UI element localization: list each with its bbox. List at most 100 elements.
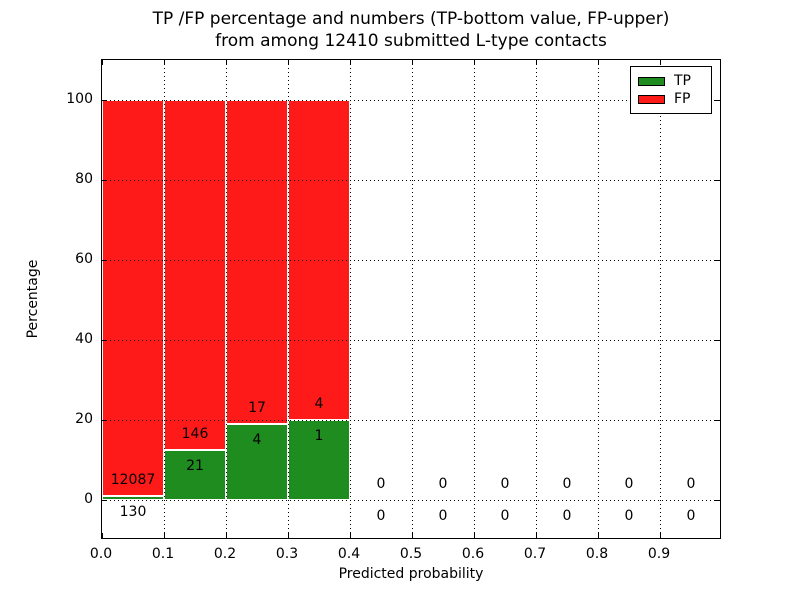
legend-label-tp: TP bbox=[674, 72, 691, 89]
y-gridline bbox=[102, 179, 720, 181]
x-tick-label: 0.2 bbox=[213, 546, 237, 562]
tp-count-label: 0 bbox=[562, 508, 572, 524]
y-tick-left bbox=[102, 340, 107, 341]
fp-count-label: 12087 bbox=[110, 471, 156, 488]
x-tick-top bbox=[288, 60, 289, 65]
y-gridline bbox=[102, 499, 720, 501]
x-gridline bbox=[659, 60, 661, 538]
fp-count-label: 0 bbox=[624, 476, 634, 492]
x-tick-label: 0.5 bbox=[399, 546, 423, 562]
x-tick-top bbox=[164, 60, 165, 65]
tp-count-label: 4 bbox=[252, 431, 262, 448]
fp-count-label: 0 bbox=[500, 476, 510, 492]
tp-count-label: 0 bbox=[500, 508, 510, 524]
x-tick-top bbox=[536, 60, 537, 65]
fp-count-label: 0 bbox=[438, 476, 448, 492]
x-tick-label: 0.9 bbox=[647, 546, 671, 562]
x-gridline bbox=[225, 60, 227, 538]
fp-count-label: 0 bbox=[562, 476, 572, 492]
y-tick-label: 20 bbox=[75, 411, 93, 427]
x-gridline bbox=[411, 60, 413, 538]
legend-item-fp: FP bbox=[638, 91, 704, 108]
x-tick-bottom bbox=[598, 533, 599, 538]
x-tick-top bbox=[226, 60, 227, 65]
x-tick-label: 0.4 bbox=[337, 546, 361, 562]
x-tick-bottom bbox=[474, 533, 475, 538]
y-tick-right bbox=[715, 180, 720, 181]
tp-count-label: 0 bbox=[624, 508, 634, 524]
tp-count-label: 130 bbox=[119, 503, 147, 520]
x-tick-label: 0.0 bbox=[89, 546, 113, 562]
tp-bar bbox=[226, 423, 288, 500]
y-tick-label: 40 bbox=[75, 331, 93, 347]
x-tick-bottom bbox=[412, 533, 413, 538]
x-tick-bottom bbox=[660, 533, 661, 538]
tp-bar bbox=[164, 449, 226, 500]
x-tick-label: 0.7 bbox=[523, 546, 547, 562]
tp-color-swatch bbox=[638, 76, 665, 86]
tp-count-label: 21 bbox=[186, 457, 204, 474]
chart-title: TP /FP percentage and numbers (TP-bottom… bbox=[101, 8, 721, 52]
x-tick-label: 0.1 bbox=[151, 546, 175, 562]
x-tick-bottom bbox=[102, 533, 103, 538]
fp-count-label: 0 bbox=[376, 476, 386, 492]
y-tick-right bbox=[715, 500, 720, 501]
tp-count-label: 0 bbox=[438, 508, 448, 524]
fp-bar bbox=[164, 100, 226, 450]
tp-count-label: 1 bbox=[314, 428, 324, 444]
x-tick-top bbox=[350, 60, 351, 65]
y-tick-right bbox=[715, 420, 720, 421]
fp-bar bbox=[226, 100, 288, 424]
x-tick-label: 0.8 bbox=[585, 546, 609, 562]
y-tick-left bbox=[102, 180, 107, 181]
x-tick-top bbox=[412, 60, 413, 65]
y-axis-label: Percentage bbox=[25, 259, 41, 339]
legend-item-tp: TP bbox=[638, 73, 704, 90]
y-gridline bbox=[102, 419, 720, 421]
x-tick-top bbox=[474, 60, 475, 65]
x-tick-bottom bbox=[164, 533, 165, 538]
y-gridline bbox=[102, 259, 720, 261]
x-tick-bottom bbox=[288, 533, 289, 538]
fp-count-label: 0 bbox=[686, 476, 696, 492]
y-tick-left bbox=[102, 420, 107, 421]
y-tick-label: 0 bbox=[84, 491, 93, 507]
tp-count-label: 0 bbox=[376, 508, 386, 524]
y-tick-left bbox=[102, 260, 107, 261]
fp-count-label: 17 bbox=[248, 399, 266, 416]
plot-area: TP FP 12087 130 146 21 17 4 4 1 0 0 0 0 0 0 0 0 0 0 0 0 bbox=[101, 59, 721, 539]
legend-label-fp: FP bbox=[674, 90, 691, 107]
x-tick-label: 0.3 bbox=[275, 546, 299, 562]
x-gridline bbox=[597, 60, 599, 538]
y-tick-label: 60 bbox=[75, 251, 93, 267]
x-tick-top bbox=[598, 60, 599, 65]
x-tick-label: 0.6 bbox=[461, 546, 485, 562]
y-tick-right bbox=[715, 340, 720, 341]
x-gridline bbox=[473, 60, 475, 538]
fp-count-label: 4 bbox=[314, 396, 324, 412]
fp-count-label: 146 bbox=[181, 425, 209, 442]
y-tick-right bbox=[715, 100, 720, 101]
x-tick-top bbox=[660, 60, 661, 65]
x-gridline bbox=[535, 60, 537, 538]
tp-count-label: 0 bbox=[686, 508, 696, 524]
x-gridline bbox=[163, 60, 165, 538]
y-gridline bbox=[102, 99, 720, 101]
chart-title-line2: from among 12410 submitted L-type contac… bbox=[215, 31, 607, 51]
x-tick-top bbox=[102, 60, 103, 65]
x-tick-bottom bbox=[350, 533, 351, 538]
x-gridline bbox=[349, 60, 351, 538]
chart-title-line1: TP /FP percentage and numbers (TP-bottom… bbox=[152, 9, 670, 29]
y-tick-right bbox=[715, 260, 720, 261]
y-tick-label: 100 bbox=[66, 91, 93, 107]
fp-bar bbox=[102, 100, 164, 496]
x-gridline bbox=[287, 60, 289, 538]
x-axis-label: Predicted probability bbox=[338, 566, 484, 582]
x-tick-bottom bbox=[226, 533, 227, 538]
y-tick-left bbox=[102, 100, 107, 101]
fp-color-swatch bbox=[638, 94, 665, 104]
y-gridline bbox=[102, 339, 720, 341]
x-tick-bottom bbox=[536, 533, 537, 538]
y-tick-left bbox=[102, 500, 107, 501]
legend: TP FP bbox=[630, 66, 712, 114]
